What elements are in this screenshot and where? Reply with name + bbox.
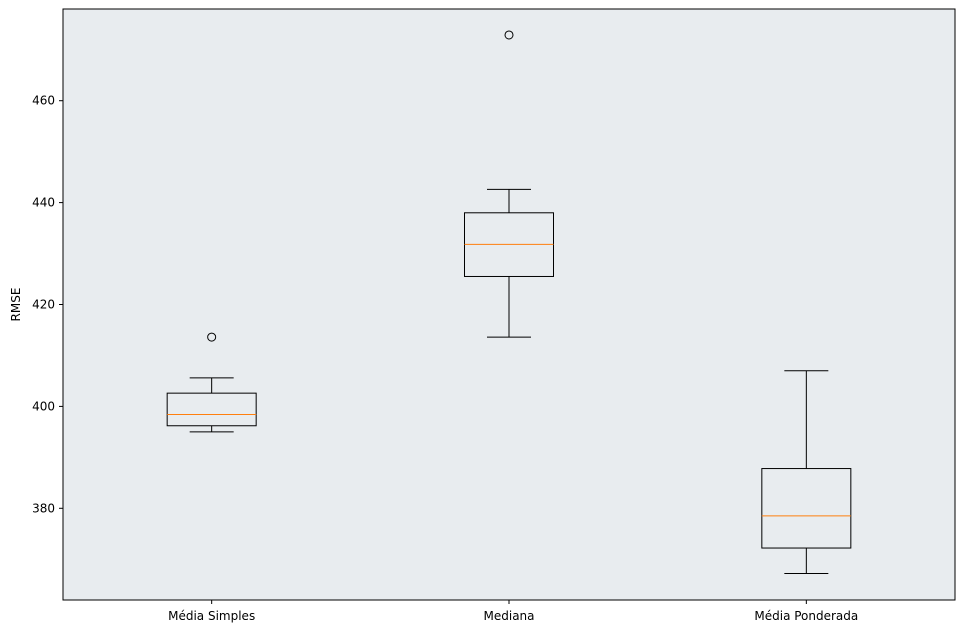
y-axis-ticks: 380 400 420 440 460: [32, 94, 63, 515]
iqr-box: [761, 468, 852, 549]
box-marks: [166, 30, 852, 575]
x-axis-ticks: Média Simples Mediana Média Ponderada: [168, 600, 858, 623]
box-group-1: [166, 332, 257, 433]
y-tick-label: 400: [32, 399, 55, 413]
x-tick-label: Média Ponderada: [754, 609, 858, 623]
y-axis-label: RMSE: [9, 288, 23, 322]
box-group-2: [464, 30, 554, 338]
x-tick-label: Média Simples: [168, 609, 255, 623]
y-tick-label: 420: [32, 298, 55, 312]
x-tick-label: Mediana: [484, 609, 535, 623]
outlier-point: [207, 332, 217, 342]
outlier-point: [504, 30, 514, 40]
plot-frame: [62, 8, 956, 601]
y-tick-label: 440: [32, 196, 55, 210]
iqr-box: [166, 392, 257, 427]
y-tick-label: 460: [32, 94, 55, 108]
box-group-3: [761, 370, 852, 575]
y-tick-label: 380: [32, 501, 55, 515]
